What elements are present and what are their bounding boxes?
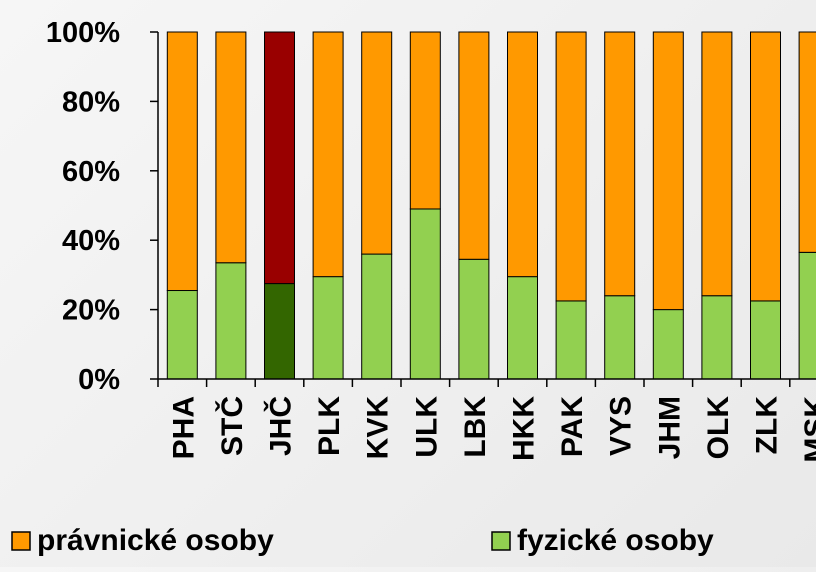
- x-tick-label-pha: PHA: [167, 396, 200, 459]
- bar-pravnicke-osoby-jhm: [652, 31, 684, 311]
- bar-fyzicke-osoby-jhm: [652, 309, 684, 380]
- bars-layer: [166, 31, 816, 380]
- x-tick-label-jhm: JHM: [653, 396, 686, 459]
- bar-fyzicke-osoby-kvk: [361, 253, 393, 380]
- x-tick-label-vys: VYS: [605, 396, 638, 456]
- bar-pravnicke-osoby-jhc: [264, 31, 295, 285]
- bar-pravnicke-osoby-olk: [701, 31, 733, 297]
- bar-pravnicke-osoby-pha: [166, 31, 198, 292]
- bar-fyzicke-osoby-stc: [215, 262, 247, 380]
- bar-fyzicke-osoby-pak: [555, 300, 587, 380]
- bar-pravnicke-osoby-plk: [312, 31, 344, 278]
- bar-pravnicke-osoby-zlk: [750, 31, 781, 302]
- bar-fyzicke-osoby-lbk: [458, 258, 490, 380]
- bar-fyzicke-osoby-ulk: [409, 208, 441, 380]
- y-tick-label: 0%: [78, 364, 120, 396]
- x-tick-label-stc: STČ: [215, 396, 249, 456]
- bar-pravnicke-osoby-pak: [555, 31, 587, 302]
- bar-fyzicke-osoby-olk: [701, 295, 733, 380]
- bar-pravnicke-osoby-hkk: [507, 31, 538, 278]
- bar-pravnicke-osoby-stc: [215, 31, 247, 264]
- bar-fyzicke-osoby-zlk: [750, 300, 781, 380]
- legend: právnické osoby fyzické osoby: [11, 524, 714, 557]
- legend-swatch-fyzicke-osoby: [491, 531, 511, 551]
- x-tick-label-jhc: JHČ: [264, 396, 298, 456]
- bar-fyzicke-osoby-plk: [312, 276, 344, 380]
- y-tick-label: 100%: [46, 17, 120, 49]
- x-tick-label-olk: OLK: [702, 396, 735, 460]
- x-tick-label-plk: PLK: [313, 396, 346, 456]
- bar-pravnicke-osoby-lbk: [458, 31, 490, 260]
- bar-fyzicke-osoby-hkk: [507, 276, 538, 380]
- y-tick-label: 20%: [62, 295, 120, 327]
- bar-pravnicke-osoby-kvk: [361, 31, 393, 255]
- legend-label-pravnicke-osoby: právnické osoby: [37, 524, 274, 557]
- legend-swatch-pravnicke-osoby: [11, 531, 31, 551]
- x-tick-label-hkk: HKK: [508, 396, 541, 461]
- legend-label-fyzicke-osoby: fyzické osoby: [517, 524, 714, 557]
- bar-fyzicke-osoby-pha: [166, 290, 198, 380]
- bar-pravnicke-osoby-vys: [604, 31, 636, 297]
- y-tick-label: 40%: [62, 225, 120, 257]
- bar-fyzicke-osoby-msk: [798, 251, 816, 380]
- y-tick-label: 60%: [62, 156, 120, 188]
- x-tick-label-pak: PAK: [556, 396, 589, 457]
- bar-pravnicke-osoby-ulk: [409, 31, 441, 210]
- bar-fyzicke-osoby-vys: [604, 295, 636, 380]
- x-tick-label-lbk: LBK: [459, 396, 492, 458]
- y-tick-label: 80%: [62, 86, 120, 118]
- axes-layer: 0% 20% 40% 60% 80% 100% PHA STČ JHČ PLK KVK ULK LBK H…: [46, 17, 816, 463]
- bar-pravnicke-osoby-msk: [798, 31, 816, 253]
- x-tick-label-kvk: KVK: [362, 396, 395, 460]
- x-tick-label-msk: MSK: [799, 396, 816, 463]
- x-tick-label-ulk: ULK: [410, 396, 443, 458]
- bar-fyzicke-osoby-jhc: [264, 283, 295, 380]
- x-tick-label-zlk: ZLK: [751, 396, 784, 455]
